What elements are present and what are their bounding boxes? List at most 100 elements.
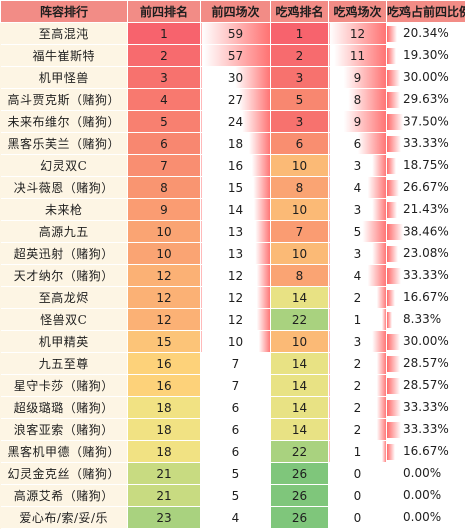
win-ratio-bar — [387, 92, 400, 108]
win-ratio-value: 33.33% — [403, 136, 449, 150]
win-ratio-cell: 0.00% — [387, 463, 465, 485]
win-ratio-bar — [387, 180, 399, 196]
lineup-name-cell: 高源九五 — [1, 221, 128, 243]
top4-games-cell: 4 — [201, 507, 271, 529]
lineup-name-cell: 黑客乐芙兰（赌狗） — [1, 133, 128, 155]
win-rank-cell: 8 — [271, 265, 329, 287]
win-ratio-bar — [387, 422, 401, 438]
lineup-name-cell: 怪兽双C — [1, 309, 128, 331]
lineup-name-cell: 超级璐璐（赌狗） — [1, 397, 128, 419]
win-ratio-cell: 23.08% — [387, 243, 465, 265]
top4-games-cell: 57 — [201, 45, 271, 67]
win-ratio-cell: 0.00% — [387, 485, 465, 507]
top4-games-cell: 12 — [201, 287, 271, 309]
top4-games-cell: 24 — [201, 111, 271, 133]
top4-rank-cell: 16 — [128, 353, 201, 375]
win-ratio-cell: 20.34% — [387, 23, 465, 45]
win-ratio-bar — [387, 312, 392, 328]
lineup-name-cell: 天才纳尔（赌狗） — [1, 265, 128, 287]
lineup-name-cell: 至高龙烬 — [1, 287, 128, 309]
top4-games-cell: 12 — [201, 309, 271, 331]
win-ratio-value: 26.67% — [403, 180, 449, 194]
win-rank-cell: 10 — [271, 331, 329, 353]
win-ratio-value: 33.33% — [403, 422, 449, 436]
win-ratio-value: 33.33% — [403, 400, 449, 414]
win-ratio-cell: 33.33% — [387, 133, 465, 155]
top4-games-cell: 6 — [201, 441, 271, 463]
top4-rank-cell: 7 — [128, 155, 201, 177]
win-games-cell: 2 — [329, 287, 387, 309]
win-ratio-value: 23.08% — [403, 246, 449, 260]
win-games-cell: 3 — [329, 243, 387, 265]
win-ratio-bar — [387, 202, 397, 218]
win-rank-cell: 14 — [271, 353, 329, 375]
win-ratio-value: 30.00% — [403, 334, 449, 348]
win-ratio-bar — [387, 444, 395, 460]
win-ratio-bar — [387, 26, 397, 42]
top4-games-cell: 12 — [201, 265, 271, 287]
top4-games-cell: 27 — [201, 89, 271, 111]
win-ratio-bar — [387, 246, 398, 262]
win-ratio-cell: 0.00% — [387, 507, 465, 529]
top4-rank-cell: 18 — [128, 441, 201, 463]
header-win-games: 吃鸡场次 — [329, 1, 387, 23]
top4-games-cell: 16 — [201, 155, 271, 177]
top4-rank-cell: 6 — [128, 133, 201, 155]
win-rank-cell: 5 — [271, 89, 329, 111]
top4-rank-cell: 4 — [128, 89, 201, 111]
top4-games-cell: 10 — [201, 331, 271, 353]
win-games-cell: 11 — [329, 45, 387, 67]
win-ratio-cell: 30.00% — [387, 67, 465, 89]
top4-games-cell: 15 — [201, 177, 271, 199]
lineup-name-cell: 高源艾希（赌狗） — [1, 485, 128, 507]
top4-rank-cell: 10 — [128, 221, 201, 243]
win-games-cell: 3 — [329, 155, 387, 177]
win-games-cell: 2 — [329, 397, 387, 419]
win-ratio-bar — [387, 378, 400, 394]
win-ratio-cell: 33.33% — [387, 397, 465, 419]
win-ratio-value: 16.67% — [403, 290, 449, 304]
header-top4-rank: 前四排名 — [128, 1, 201, 23]
win-games-cell: 4 — [329, 265, 387, 287]
top4-rank-cell: 23 — [128, 507, 201, 529]
win-ratio-cell: 21.43% — [387, 199, 465, 221]
win-games-cell: 3 — [329, 331, 387, 353]
win-games-cell: 8 — [329, 89, 387, 111]
top4-games-cell: 5 — [201, 463, 271, 485]
top4-rank-cell: 3 — [128, 67, 201, 89]
win-ratio-value: 28.57% — [403, 378, 449, 392]
lineup-name-cell: 黑客机甲德（赌狗） — [1, 441, 128, 463]
top4-rank-cell: 12 — [128, 287, 201, 309]
win-ratio-value: 8.33% — [403, 312, 441, 326]
win-ratio-bar — [387, 334, 400, 350]
win-rank-cell: 14 — [271, 419, 329, 441]
win-ratio-bar — [387, 136, 401, 152]
win-ratio-bar — [387, 48, 396, 64]
win-ratio-cell: 26.67% — [387, 177, 465, 199]
top4-rank-cell: 18 — [128, 397, 201, 419]
top4-rank-cell: 21 — [128, 485, 201, 507]
win-games-cell: 4 — [329, 177, 387, 199]
win-games-cell: 5 — [329, 221, 387, 243]
win-ratio-bar — [387, 290, 395, 306]
win-ratio-cell: 37.50% — [387, 111, 465, 133]
